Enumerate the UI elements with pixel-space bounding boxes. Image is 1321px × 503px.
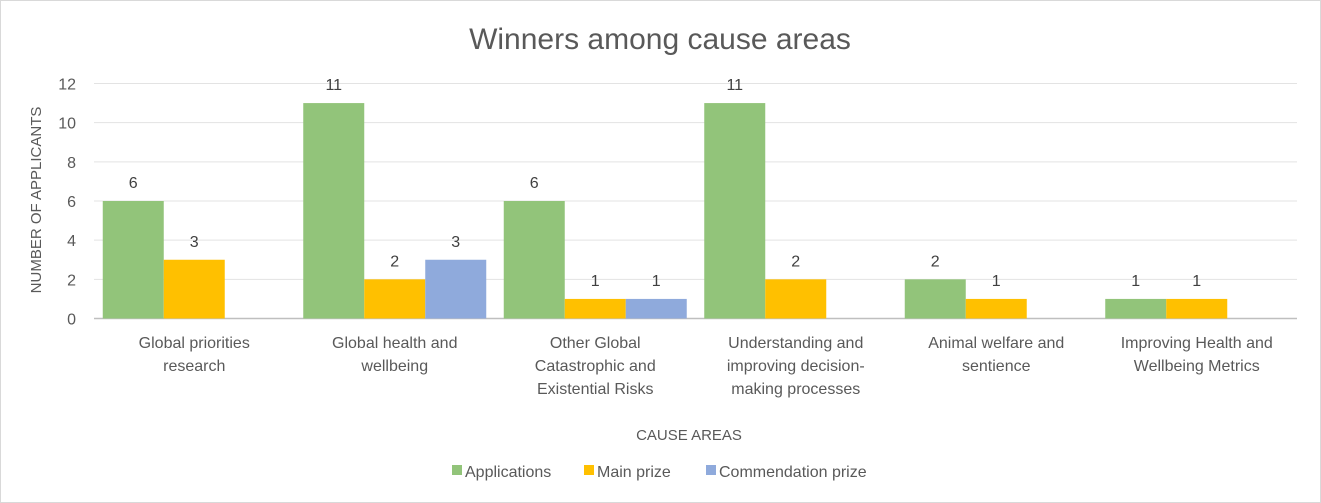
gridlines [94,83,1297,320]
legend-label: Commendation prize [719,464,867,481]
legend: Applications Main prize Commendation prize [452,464,867,481]
x-axis-title: CAUSE AREAS [636,427,742,444]
bar [303,103,365,319]
data-label: 1 [652,273,661,290]
y-tick-label: 2 [67,272,76,289]
bar [625,298,687,319]
data-label: 1 [992,273,1001,290]
data-label: 11 [325,77,342,94]
y-tick-label: 4 [67,233,76,250]
x-tick-label: Understanding and improving decision-maki… [727,335,865,398]
y-tick-label: 12 [58,77,76,94]
bar [1166,298,1228,319]
chart-title: Winners among cause areas [469,23,851,56]
data-label: 2 [931,253,940,270]
bar [765,279,827,319]
data-label: 1 [1131,273,1140,290]
y-axis-ticks: 0 2 4 6 8 10 12 [58,77,76,329]
legend-label: Applications [465,464,551,481]
data-label: 3 [451,234,460,251]
x-tick-label: Other Global Catastrophic and Existential … [535,335,656,398]
bar [564,298,626,319]
bar [425,259,487,319]
legend-swatch [584,465,594,475]
legend-swatch [452,465,462,475]
x-tick-label: Animal welfare and sentience [928,335,1064,375]
y-tick-label: 10 [58,116,76,133]
x-tick-label: Global priorities research [139,335,250,375]
bar [1105,298,1167,319]
bar [102,201,164,319]
data-label: 1 [1192,273,1201,290]
data-label: 2 [390,253,399,270]
bar [704,103,766,319]
data-label: 6 [129,175,138,192]
y-tick-label: 6 [67,194,76,211]
bar [503,201,565,319]
bar [163,259,225,319]
x-tick-label: Improving Health and Wellbeing Metrics [1121,335,1273,375]
category-labels: Global priorities research Global health a… [139,335,1273,398]
data-label: 2 [791,253,800,270]
y-tick-label: 0 [67,312,76,329]
y-tick-label: 8 [67,155,76,172]
data-label: 11 [726,77,743,94]
y-axis-title: NUMBER OF APPLICANTS [28,107,45,294]
data-label: 3 [190,234,199,251]
data-label: 6 [530,175,539,192]
legend-swatch [706,465,716,475]
bar [965,298,1027,319]
x-tick-label: Global health and wellbeing [332,335,457,375]
bars [102,103,1228,319]
bar [364,279,426,319]
data-label: 1 [591,273,600,290]
bar [904,279,966,319]
legend-label: Main prize [597,464,671,481]
